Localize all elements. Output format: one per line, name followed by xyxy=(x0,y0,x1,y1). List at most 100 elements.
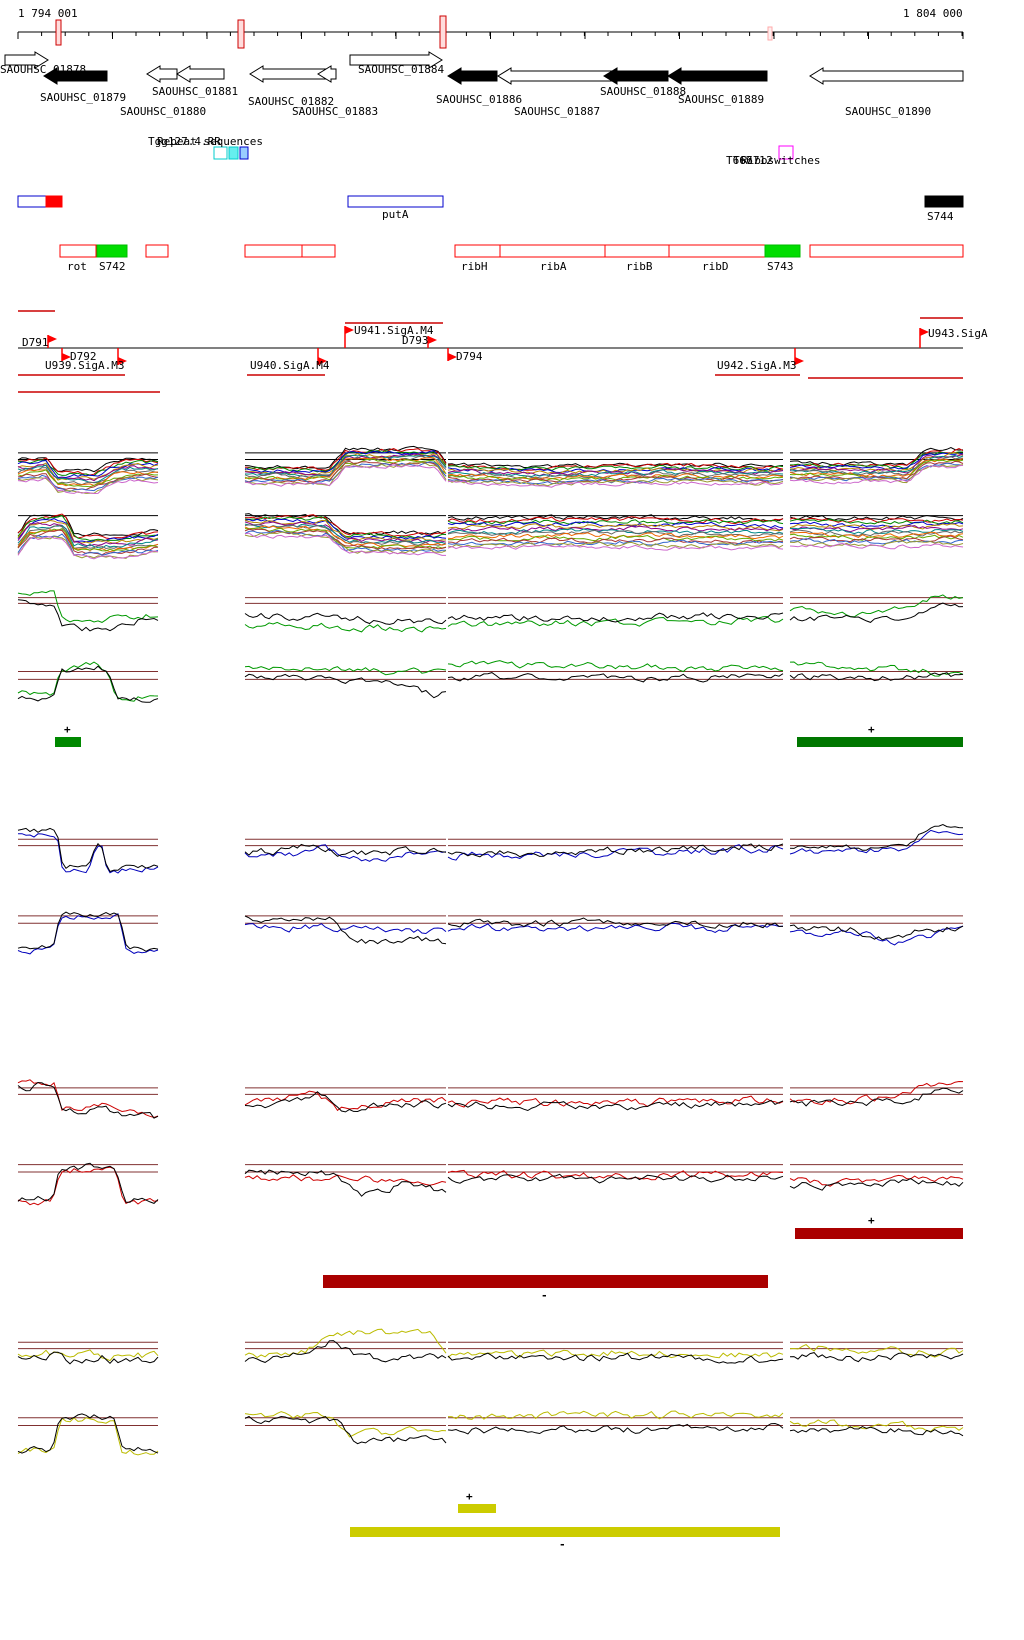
tss-flag[interactable] xyxy=(318,357,327,365)
signal-line xyxy=(17,1166,159,1206)
signal-line xyxy=(17,1351,159,1365)
signal-line xyxy=(17,911,159,952)
annotation-box[interactable] xyxy=(228,146,239,160)
signal-line xyxy=(17,661,159,702)
feature-box[interactable] xyxy=(668,244,766,258)
signal-line xyxy=(17,467,159,486)
feature-box[interactable] xyxy=(499,244,606,258)
signal-line xyxy=(17,536,159,560)
signal-line xyxy=(789,529,964,537)
signal-line xyxy=(447,514,784,522)
strand-bar[interactable] xyxy=(795,1228,963,1239)
annotation-box[interactable] xyxy=(778,145,794,160)
tss-flag[interactable] xyxy=(118,357,127,365)
feature-box[interactable] xyxy=(454,244,501,258)
signal-line xyxy=(244,530,447,555)
signal-line xyxy=(17,464,159,482)
signal-line xyxy=(17,1417,159,1456)
signal-line xyxy=(447,844,784,861)
feature-box[interactable] xyxy=(301,244,336,258)
gene-arrow[interactable] xyxy=(667,67,768,85)
feature-box[interactable] xyxy=(764,244,801,258)
feature-box[interactable] xyxy=(45,195,63,208)
signal-line xyxy=(17,475,159,494)
strand-bar[interactable] xyxy=(350,1527,780,1537)
gene-arrow[interactable] xyxy=(43,67,108,85)
signal-line xyxy=(789,823,964,851)
ruler-marker[interactable] xyxy=(439,15,447,49)
signal-line xyxy=(244,516,446,539)
gene-arrow[interactable] xyxy=(497,67,613,85)
tss-flag[interactable] xyxy=(448,353,457,361)
signal-line xyxy=(244,621,447,633)
signal-line xyxy=(447,462,784,468)
signal-line xyxy=(17,528,159,552)
signal-line xyxy=(447,1099,784,1112)
signal-line xyxy=(447,467,784,474)
gene-arrow[interactable] xyxy=(4,51,49,69)
signal-line xyxy=(244,532,446,556)
tss-flag[interactable] xyxy=(48,335,57,343)
signal-line xyxy=(244,460,447,483)
gene-arrow[interactable] xyxy=(349,51,443,69)
signal-line xyxy=(17,519,159,545)
gene-arrow[interactable] xyxy=(317,65,337,83)
annotation-box[interactable] xyxy=(213,146,228,160)
feature-box[interactable] xyxy=(604,244,670,258)
ruler-marker[interactable] xyxy=(767,26,773,41)
signal-line xyxy=(789,1419,964,1432)
signal-line xyxy=(447,464,784,472)
signal-line xyxy=(447,1173,784,1184)
signal-line xyxy=(244,923,447,935)
tss-flag[interactable] xyxy=(428,336,437,344)
tss-flag[interactable] xyxy=(920,328,929,336)
feature-box[interactable] xyxy=(809,244,964,258)
strand-bar[interactable] xyxy=(55,737,81,747)
tss-flag[interactable] xyxy=(795,357,804,365)
signal-line xyxy=(244,518,447,540)
ruler-marker[interactable] xyxy=(237,19,245,49)
signal-line xyxy=(789,924,964,941)
strand-bar[interactable] xyxy=(458,1504,496,1513)
signal-line xyxy=(244,673,447,699)
tss-flag[interactable] xyxy=(62,353,71,361)
gene-arrow[interactable] xyxy=(146,65,178,83)
feature-box[interactable] xyxy=(96,244,128,258)
signal-line xyxy=(17,665,159,703)
feature-box[interactable] xyxy=(59,244,97,258)
signal-line xyxy=(448,469,784,478)
strand-bar[interactable] xyxy=(323,1275,768,1288)
signal-line xyxy=(447,480,784,488)
strand-bar[interactable] xyxy=(797,737,963,747)
gene-arrow[interactable] xyxy=(603,67,669,85)
signal-line xyxy=(789,829,964,855)
gene-arrow[interactable] xyxy=(447,67,498,85)
signal-line xyxy=(789,925,964,946)
annotation-box[interactable] xyxy=(239,146,249,160)
signal-line xyxy=(244,513,447,536)
signal-line xyxy=(789,514,964,521)
feature-box[interactable] xyxy=(924,195,964,208)
signal-line xyxy=(789,594,964,618)
tss-flag[interactable] xyxy=(345,326,354,334)
gene-arrow[interactable] xyxy=(176,65,225,83)
signal-line xyxy=(789,523,964,531)
signal-line xyxy=(244,525,447,548)
gene-arrow[interactable] xyxy=(809,67,964,85)
signal-line xyxy=(17,474,159,493)
gene-arrow[interactable] xyxy=(249,65,334,83)
ruler-marker[interactable] xyxy=(55,19,62,46)
signal-line xyxy=(789,456,963,476)
signal-line xyxy=(17,514,159,542)
signal-line xyxy=(789,518,964,525)
signal-line xyxy=(447,1169,784,1181)
signal-line xyxy=(17,590,159,623)
feature-box[interactable] xyxy=(145,244,169,258)
signal-line xyxy=(17,913,159,955)
feature-box[interactable] xyxy=(347,195,444,208)
signal-line xyxy=(789,602,964,623)
signal-line xyxy=(447,922,784,933)
feature-box[interactable] xyxy=(244,244,303,258)
